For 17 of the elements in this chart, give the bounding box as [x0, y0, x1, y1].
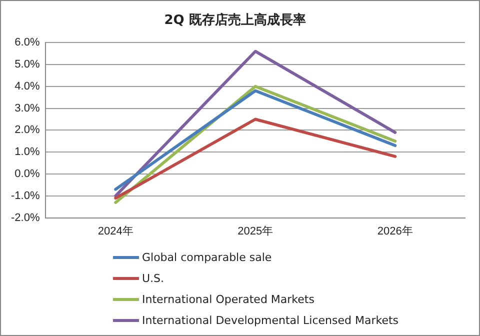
- y-tick-label: 3.0%: [14, 102, 40, 114]
- legend-label: Global comparable sale: [142, 251, 272, 264]
- y-tick-label: 2.0%: [14, 124, 40, 136]
- x-tick-label: 2025年: [238, 225, 274, 238]
- legend-label: International Developmental Licensed Markets: [142, 314, 399, 327]
- y-tick-label: 4.0%: [14, 80, 40, 92]
- y-tick-label: 0.0%: [14, 168, 40, 180]
- y-tick-label: 6.0%: [14, 36, 40, 49]
- x-tick-label: 2026年: [377, 225, 413, 238]
- chart-title: 2Q 既存店売上高成長率: [164, 12, 306, 28]
- y-tick-label: 5.0%: [14, 58, 40, 71]
- legend-label: U.S.: [142, 272, 164, 285]
- legend-label: International Operated Markets: [142, 293, 314, 306]
- y-tick-label: -1.0%: [10, 190, 40, 202]
- x-tick-label: 2024年: [98, 225, 134, 238]
- y-tick-label: 1.0%: [14, 146, 40, 158]
- y-tick-label: -2.0%: [10, 212, 40, 224]
